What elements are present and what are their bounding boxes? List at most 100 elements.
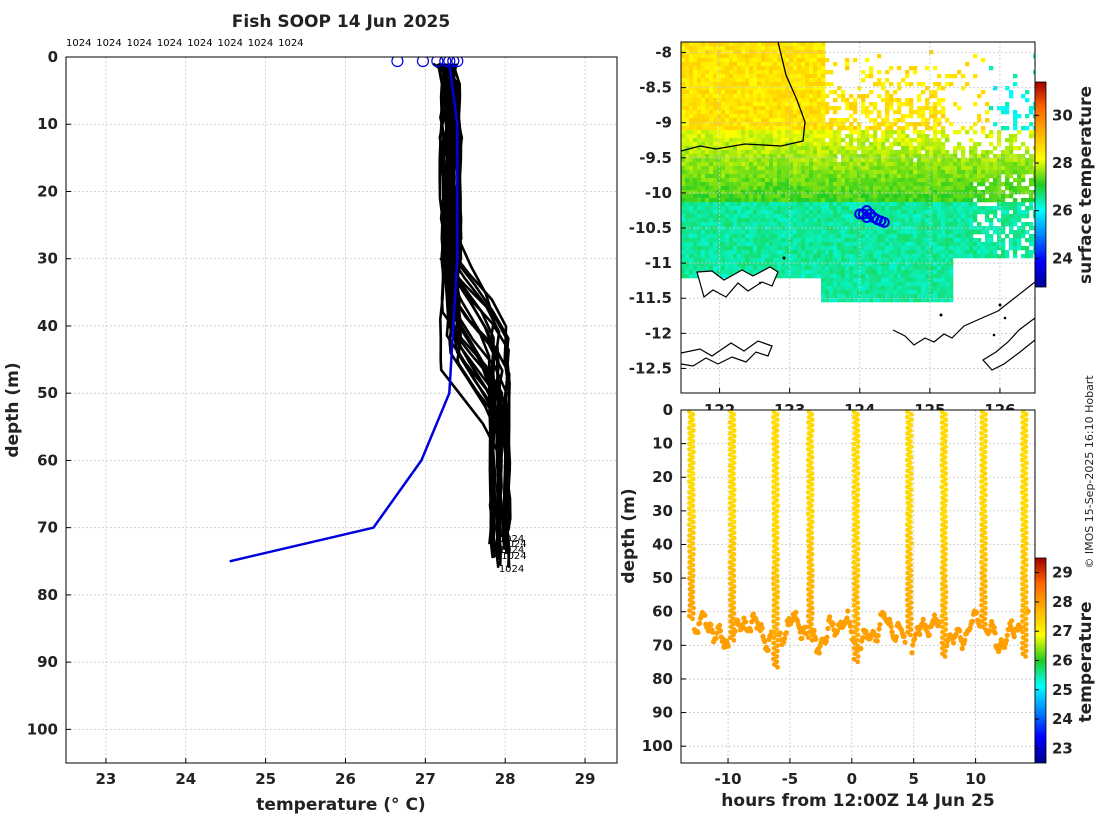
- sst-cell: [985, 198, 990, 203]
- sst-cell: [689, 202, 694, 207]
- sst-cell: [1001, 254, 1006, 259]
- sst-cell: [813, 262, 818, 267]
- sst-cell: [885, 218, 890, 223]
- sst-cell: [937, 270, 942, 275]
- sst-cell: [933, 174, 938, 179]
- sst-cell: [969, 226, 974, 231]
- sst-cell: [717, 214, 722, 219]
- sst-cell: [873, 102, 878, 107]
- sst-cell: [809, 226, 814, 231]
- sst-cell: [849, 186, 854, 191]
- sst-cell: [905, 270, 910, 275]
- sst-cell: [873, 270, 878, 275]
- sst-cell: [833, 218, 838, 223]
- sst-cell: [853, 218, 858, 223]
- sst-cell: [949, 290, 954, 295]
- sst-cell: [721, 142, 726, 147]
- sst-cell: [777, 210, 782, 215]
- sst-cell: [761, 82, 766, 87]
- sst-cell: [761, 262, 766, 267]
- sst-cell: [789, 214, 794, 219]
- sst-cell: [813, 274, 818, 279]
- sst-cell: [885, 154, 890, 159]
- sst-cell: [905, 286, 910, 291]
- sst-cell: [933, 106, 938, 111]
- sst-cell: [981, 166, 986, 171]
- sst-cell: [721, 82, 726, 87]
- sst-cell: [961, 190, 966, 195]
- sst-cell: [893, 150, 898, 155]
- sst-cell: [693, 102, 698, 107]
- time-depth-point: [710, 629, 716, 635]
- sst-cell: [857, 250, 862, 255]
- sst-cell: [725, 234, 730, 239]
- sst-cell: [961, 230, 966, 235]
- cast-point: [687, 511, 692, 517]
- sst-cell: [717, 178, 722, 183]
- sst-cell: [825, 266, 830, 271]
- sst-cell: [765, 50, 770, 55]
- sst-cell: [685, 122, 690, 127]
- sst-cell: [997, 142, 1002, 147]
- sst-cell: [909, 266, 914, 271]
- sst-cell: [717, 58, 722, 63]
- sst-cell: [753, 266, 758, 271]
- sst-cell: [913, 258, 918, 263]
- sst-cell: [745, 102, 750, 107]
- sst-cell: [689, 42, 694, 47]
- sst-cell: [753, 258, 758, 263]
- sst-cell: [737, 254, 742, 259]
- sst-cell: [1025, 198, 1030, 203]
- sst-cell: [777, 194, 782, 199]
- sst-cell: [933, 114, 938, 119]
- sst-cell: [953, 230, 958, 235]
- sst-cell: [861, 70, 866, 75]
- sst-cell: [805, 166, 810, 171]
- sst-cell: [717, 110, 722, 115]
- cast-point: [691, 605, 696, 611]
- sst-cell: [1025, 186, 1030, 191]
- sst-cell: [793, 218, 798, 223]
- sst-cell: [709, 66, 714, 71]
- sst-cell: [889, 186, 894, 191]
- sst-cell: [813, 106, 818, 111]
- sst-cell: [709, 138, 714, 143]
- sst-cell: [741, 46, 746, 51]
- sst-cell: [821, 242, 826, 247]
- sst-cell: [953, 174, 958, 179]
- sst-cell: [745, 122, 750, 127]
- sst-cell: [913, 230, 918, 235]
- sst-cell: [809, 134, 814, 139]
- sst-cell: [789, 102, 794, 107]
- sst-cell: [761, 206, 766, 211]
- sst-cell: [797, 194, 802, 199]
- cast-point: [774, 417, 780, 423]
- sst-cell: [857, 202, 862, 207]
- sst-cell: [693, 86, 698, 91]
- sst-cell: [805, 186, 810, 191]
- sst-cell: [845, 170, 850, 175]
- sst-cell: [889, 174, 894, 179]
- sst-cell: [969, 234, 974, 239]
- sst-cell: [829, 246, 834, 251]
- sst-cell: [729, 178, 734, 183]
- sst-cell: [817, 182, 822, 187]
- sst-cell: [885, 222, 890, 227]
- sst-cell: [717, 54, 722, 59]
- sst-cell: [801, 130, 806, 135]
- sst-cell: [929, 178, 934, 183]
- sst-cell: [777, 198, 782, 203]
- sst-cell: [709, 130, 714, 135]
- sst-cell: [749, 66, 754, 71]
- sst-cell: [777, 86, 782, 91]
- sst-cell: [737, 126, 742, 131]
- sst-cell: [845, 210, 850, 215]
- sst-cell: [945, 170, 950, 175]
- sst-cell: [969, 126, 974, 131]
- sst-cell: [857, 274, 862, 279]
- sst-cell: [897, 270, 902, 275]
- sst-cell: [693, 122, 698, 127]
- sst-cell: [777, 246, 782, 251]
- cast-point: [731, 573, 737, 579]
- sst-cell: [897, 154, 902, 159]
